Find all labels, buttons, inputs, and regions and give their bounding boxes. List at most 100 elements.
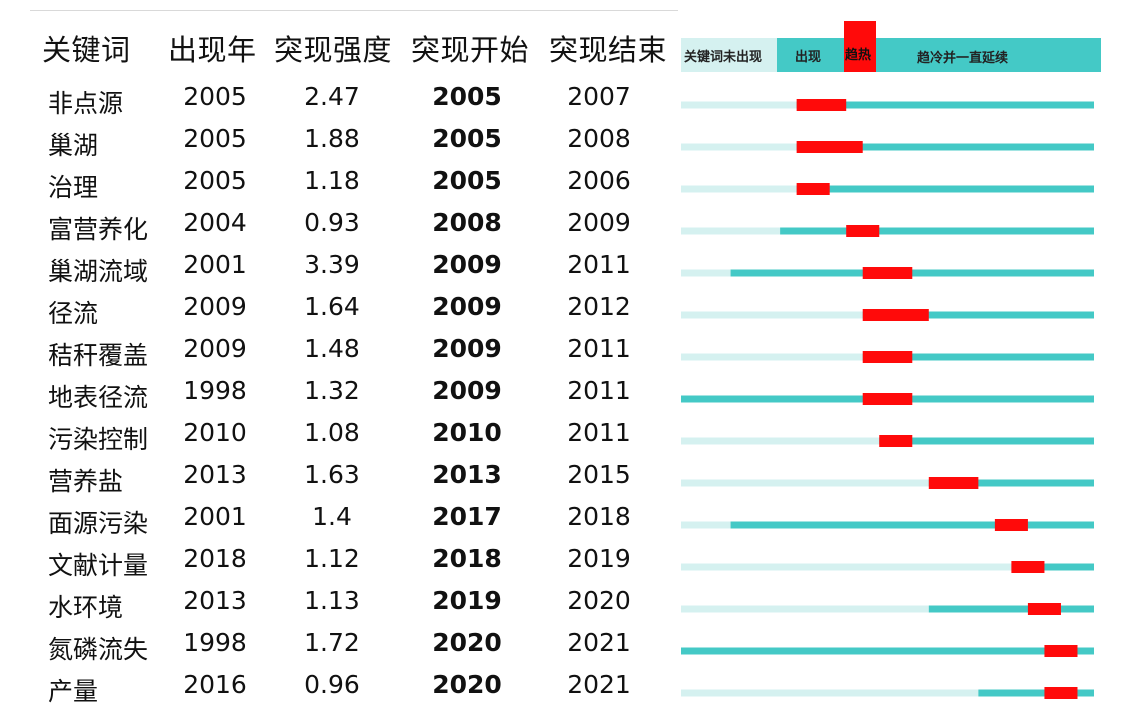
- cell-keyword: 文献计量: [48, 551, 149, 580]
- legend-label-cooling: 趋冷并一直延续: [917, 51, 1009, 66]
- cell-strength: 0.96: [304, 670, 360, 699]
- cell-strength: 1.18: [304, 166, 360, 195]
- cell-begin: 2010: [432, 418, 502, 447]
- bar-appeared: [730, 521, 1094, 529]
- bar-burst: [928, 477, 979, 489]
- legend-swatch-appeared: [777, 38, 1101, 72]
- cell-strength: 1.32: [304, 376, 360, 405]
- bar-not-appeared: [681, 227, 781, 235]
- bar-appeared: [928, 605, 1094, 613]
- cell-appear-year: 2016: [183, 670, 247, 699]
- cell-strength: 1.64: [304, 292, 360, 321]
- cell-end: 2011: [567, 250, 631, 279]
- cell-keyword: 产量: [48, 677, 99, 706]
- header-strength: 突现强度: [274, 33, 393, 67]
- cell-end: 2008: [567, 124, 631, 153]
- cell-begin: 2019: [432, 586, 502, 615]
- cell-strength: 1.12: [304, 544, 360, 573]
- cell-end: 2006: [567, 166, 631, 195]
- cell-keyword: 面源污染: [48, 509, 149, 538]
- bar-not-appeared: [681, 479, 929, 487]
- cell-keyword: 污染控制: [48, 425, 149, 454]
- cell-begin: 2008: [432, 208, 502, 237]
- bar-burst: [1044, 645, 1078, 657]
- cell-strength: 1.72: [304, 628, 360, 657]
- cell-end: 2020: [567, 586, 631, 615]
- bar-appeared: [862, 311, 1094, 319]
- bar-burst: [846, 225, 880, 237]
- cell-keyword: 氮磷流失: [48, 635, 149, 664]
- cell-begin: 2009: [432, 334, 502, 363]
- cell-appear-year: 2005: [183, 166, 247, 195]
- cell-begin: 2013: [432, 460, 502, 489]
- cell-appear-year: 2005: [183, 82, 247, 111]
- cell-end: 2019: [567, 544, 631, 573]
- bar-burst: [994, 519, 1028, 531]
- cell-begin: 2020: [432, 628, 502, 657]
- cell-appear-year: 2001: [183, 250, 247, 279]
- bar-not-appeared: [681, 143, 797, 151]
- cell-end: 2009: [567, 208, 631, 237]
- bar-burst: [862, 351, 913, 363]
- cell-keyword: 水环境: [48, 593, 124, 622]
- cell-end: 2021: [567, 628, 631, 657]
- bar-not-appeared: [681, 185, 797, 193]
- cell-begin: 2005: [432, 124, 502, 153]
- cell-appear-year: 2009: [183, 292, 247, 321]
- bar-burst: [1044, 687, 1078, 699]
- cell-end: 2011: [567, 376, 631, 405]
- cell-strength: 2.47: [304, 82, 360, 111]
- cell-appear-year: 2010: [183, 418, 247, 447]
- cell-strength: 1.48: [304, 334, 360, 363]
- cell-keyword: 巢湖流域: [48, 257, 149, 286]
- bar-not-appeared: [681, 437, 880, 445]
- bar-burst: [862, 309, 929, 321]
- cell-keyword: 地表径流: [48, 383, 149, 412]
- cell-appear-year: 2013: [183, 586, 247, 615]
- cell-strength: 1.88: [304, 124, 360, 153]
- cell-keyword: 非点源: [48, 89, 124, 118]
- cell-strength: 1.63: [304, 460, 360, 489]
- cell-keyword: 巢湖: [48, 131, 99, 160]
- bar-burst: [796, 99, 847, 111]
- table-top-rule: [30, 10, 678, 11]
- bar-appeared: [879, 437, 1094, 445]
- cell-begin: 2018: [432, 544, 502, 573]
- legend-label-not-appeared: 关键词未出现: [684, 50, 763, 65]
- cell-end: 2011: [567, 334, 631, 363]
- chart-legend: [681, 21, 1101, 72]
- cell-appear-year: 2018: [183, 544, 247, 573]
- bar-appeared: [928, 479, 1094, 487]
- cell-keyword: 秸秆覆盖: [48, 341, 149, 370]
- cell-appear-year: 2004: [183, 208, 247, 237]
- cell-begin: 2017: [432, 502, 502, 531]
- cell-strength: 0.93: [304, 208, 360, 237]
- header-end: 突现结束: [549, 33, 668, 67]
- cell-strength: 1.08: [304, 418, 360, 447]
- bar-not-appeared: [681, 689, 979, 697]
- bar-burst: [879, 435, 913, 447]
- legend-swatch-hot: [844, 21, 876, 72]
- bar-appeared: [862, 353, 1094, 361]
- legend-label-hot: 趋热: [845, 48, 872, 63]
- bar-appeared: [796, 185, 1094, 193]
- bar-not-appeared: [681, 269, 731, 277]
- bar-burst: [1011, 561, 1045, 573]
- cell-strength: 3.39: [304, 250, 360, 279]
- bar-not-appeared: [681, 605, 929, 613]
- cell-end: 2015: [567, 460, 631, 489]
- cell-begin: 2005: [432, 166, 502, 195]
- cell-keyword: 治理: [48, 173, 99, 202]
- cell-strength: 1.13: [304, 586, 360, 615]
- cell-begin: 2020: [432, 670, 502, 699]
- cell-begin: 2005: [432, 82, 502, 111]
- bar-appeared: [796, 143, 1094, 151]
- bar-appeared: [681, 647, 1094, 655]
- cell-end: 2007: [567, 82, 631, 111]
- bar-burst: [796, 183, 830, 195]
- cell-strength: 1.4: [312, 502, 352, 531]
- cell-keyword: 富营养化: [48, 215, 149, 244]
- bar-not-appeared: [681, 563, 1012, 571]
- bar-appeared: [730, 269, 1094, 277]
- bar-burst: [796, 141, 863, 153]
